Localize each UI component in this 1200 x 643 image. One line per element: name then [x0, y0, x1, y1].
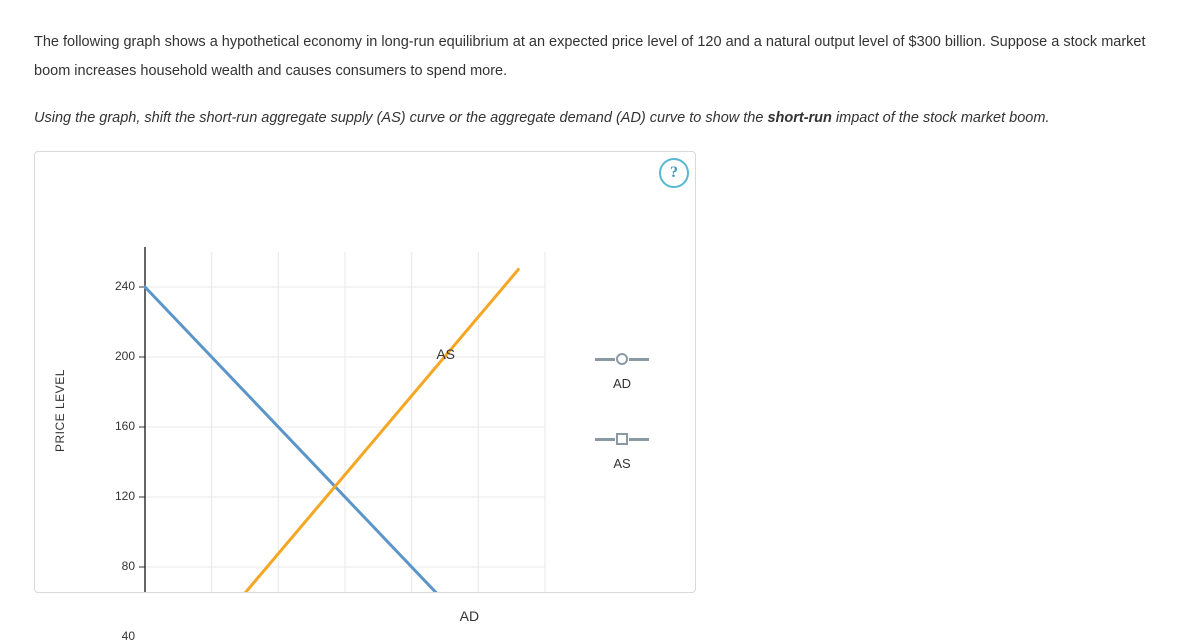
instruction-post: impact of the stock market boom. [832, 110, 1050, 126]
legend-segment [595, 438, 615, 441]
y-tick-label: 120 [107, 489, 135, 503]
instruction-pre: Using the graph, shift the short-run agg… [34, 110, 767, 126]
legend-ad-line [595, 352, 649, 366]
legend-segment [595, 358, 615, 361]
legend-ad-label: AD [595, 376, 649, 391]
ad-curve-label: AD [460, 608, 479, 624]
y-tick-label: 80 [107, 559, 135, 573]
graph-panel: ? PRICE LEVEL AS AD AD AS 40801201602002… [34, 151, 696, 593]
instruction-text: Using the graph, shift the short-run agg… [34, 104, 1166, 133]
y-tick-label: 200 [107, 349, 135, 363]
instruction-bold: short-run [767, 110, 831, 126]
legend-as-label: AS [595, 456, 649, 471]
legend-as[interactable]: AS [595, 432, 649, 471]
y-tick-label: 160 [107, 419, 135, 433]
y-tick-label: 240 [107, 279, 135, 293]
y-axis-title: PRICE LEVEL [53, 369, 67, 452]
y-tick-label: 40 [107, 629, 135, 643]
circle-marker-icon [615, 352, 629, 366]
legend-ad[interactable]: AD [595, 352, 649, 391]
legend-segment [629, 438, 649, 441]
as-curve-label: AS [436, 346, 455, 362]
legend-segment [629, 358, 649, 361]
square-marker-icon [615, 432, 629, 446]
intro-text: The following graph shows a hypothetical… [34, 28, 1166, 86]
legend-as-line [595, 432, 649, 446]
